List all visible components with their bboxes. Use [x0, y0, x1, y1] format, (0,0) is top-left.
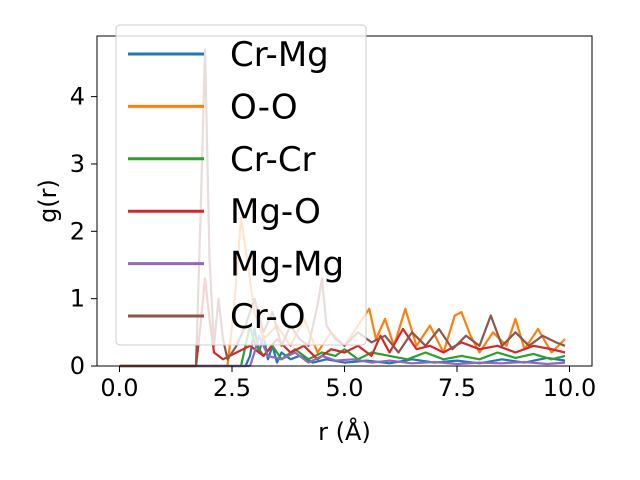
- x-tick-label: 2.5: [213, 374, 251, 402]
- series-line-mg-o: [119, 277, 566, 368]
- y-tick-label: 2: [70, 217, 85, 245]
- y-tick-label: 3: [70, 150, 85, 178]
- x-tick-label: 7.5: [438, 374, 476, 402]
- legend-entry: O-O: [230, 87, 298, 127]
- legend-entry: Mg-Mg: [230, 245, 344, 285]
- y-axis-label: g(r): [34, 179, 62, 223]
- legend-entry: Cr-O: [230, 297, 306, 337]
- x-tick-label: 10.0: [543, 374, 596, 402]
- y-tick-label: 0: [70, 352, 85, 380]
- y-axis: 0 1 2 3 4: [70, 83, 97, 380]
- legend-entry: Cr-Mg: [230, 35, 329, 75]
- x-tick-label: 0.0: [100, 374, 138, 402]
- y-tick-label: 1: [70, 285, 85, 313]
- x-axis: 0.0 2.5 5.0 7.5 10.0: [100, 366, 596, 402]
- y-tick-label: 4: [70, 83, 85, 111]
- legend: Cr-Mg O-O Cr-Cr Mg-O Mg-Mg Cr-O: [115, 24, 367, 346]
- legend-entry: Cr-Cr: [230, 140, 316, 180]
- legend-entry: Mg-O: [230, 192, 321, 232]
- x-axis-label: r (Å): [318, 417, 371, 446]
- x-tick-label: 5.0: [325, 374, 363, 402]
